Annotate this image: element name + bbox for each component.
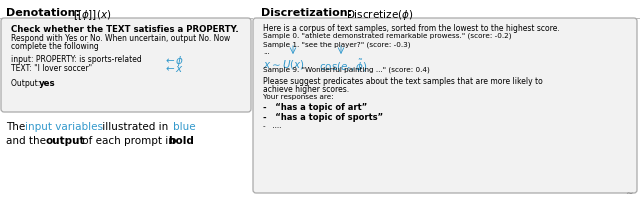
Text: Check whether the TEXT satisfies a PROPERTY.: Check whether the TEXT satisfies a PROPE… [11,25,239,34]
Text: ...: ... [263,50,269,55]
Text: complete the following: complete the following [11,42,99,51]
Text: $\sim$: $\sim$ [623,187,634,196]
Text: Output:: Output: [11,79,43,88]
Text: -   “has a topic of sports”: - “has a topic of sports” [263,113,383,122]
Text: The: The [6,122,29,132]
Text: and the: and the [6,136,49,146]
Text: input: PROPERTY: is sports-related: input: PROPERTY: is sports-related [11,55,141,64]
Text: Your responses are:: Your responses are: [263,94,333,101]
Text: blue: blue [173,122,196,132]
Text: Here is a corpus of text samples, sorted from the lowest to the highest score.: Here is a corpus of text samples, sorted… [263,24,560,33]
Text: $[[\phi]](x)$: $[[\phi]](x)$ [73,8,111,22]
Text: illustrated in: illustrated in [99,122,172,132]
Text: Please suggest predicates about the text samples that are more likely to: Please suggest predicates about the text… [263,76,543,85]
Text: of each prompt in: of each prompt in [79,136,178,146]
Text: input variables: input variables [25,122,103,132]
Text: Denotation:: Denotation: [6,8,84,18]
Text: Sample 1. "see the player?" (score: -0.3): Sample 1. "see the player?" (score: -0.3… [263,41,410,48]
Text: bold: bold [168,136,194,146]
Text: $\cos(e_r, \tilde{\phi})$: $\cos(e_r, \tilde{\phi})$ [319,58,367,75]
Text: Discretize($\phi$): Discretize($\phi$) [346,8,413,22]
Text: $\leftarrow x$: $\leftarrow x$ [163,64,184,74]
Text: yes: yes [39,79,56,88]
Text: $x \sim U(x)$: $x \sim U(x)$ [263,58,305,71]
Text: TEXT: "I lover soccer": TEXT: "I lover soccer" [11,64,92,73]
FancyBboxPatch shape [1,18,251,112]
Text: Discretization:: Discretization: [261,8,356,18]
Text: Sample 0. "athlete demonstrated remarkable prowess." (score: -0.2): Sample 0. "athlete demonstrated remarkab… [263,32,511,39]
Text: achieve higher scores.: achieve higher scores. [263,84,349,93]
Text: $\leftarrow \phi$: $\leftarrow \phi$ [163,54,184,68]
Text: Respond with Yes or No. When uncertain, output No. Now: Respond with Yes or No. When uncertain, … [11,34,230,43]
Text: output: output [46,136,86,146]
Text: -   ....: - .... [263,123,282,130]
FancyBboxPatch shape [253,18,637,193]
Text: Sample 9. "Wonderful painting ..." (score: 0.4): Sample 9. "Wonderful painting ..." (scor… [263,67,429,73]
Text: -   “has a topic of art”: - “has a topic of art” [263,103,367,112]
